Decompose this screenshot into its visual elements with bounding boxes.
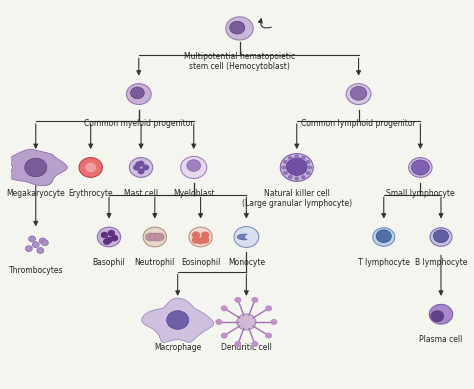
Circle shape: [284, 161, 287, 163]
Circle shape: [235, 298, 241, 302]
Ellipse shape: [246, 235, 254, 239]
Text: Erythrocyte: Erythrocyte: [68, 189, 113, 198]
Circle shape: [252, 342, 257, 346]
Circle shape: [271, 320, 277, 324]
Text: Multipotential hematopoietic
stem cell (Hemocytoblast): Multipotential hematopoietic stem cell (…: [184, 52, 295, 71]
Circle shape: [280, 154, 313, 181]
Circle shape: [25, 158, 47, 177]
Text: T lymphocyte: T lymphocyte: [358, 258, 410, 267]
Circle shape: [138, 169, 144, 173]
Circle shape: [289, 156, 292, 159]
Circle shape: [189, 227, 212, 247]
Circle shape: [266, 306, 271, 311]
Circle shape: [216, 320, 222, 324]
Text: Dendritic cell: Dendritic cell: [221, 343, 272, 352]
Circle shape: [181, 156, 207, 179]
Text: Thrombocytes: Thrombocytes: [9, 266, 63, 275]
Circle shape: [226, 17, 253, 40]
Circle shape: [350, 86, 367, 100]
Circle shape: [202, 237, 209, 243]
Circle shape: [134, 165, 139, 170]
Circle shape: [150, 233, 160, 241]
Text: Eosinophil: Eosinophil: [181, 258, 220, 267]
Text: Neutrophil: Neutrophil: [135, 258, 175, 267]
Circle shape: [295, 155, 299, 158]
Circle shape: [79, 158, 102, 177]
Circle shape: [187, 160, 201, 171]
Circle shape: [136, 162, 142, 167]
Circle shape: [409, 158, 432, 177]
Circle shape: [39, 238, 46, 244]
Text: Plasma cell: Plasma cell: [419, 335, 463, 345]
Circle shape: [146, 233, 155, 241]
Circle shape: [221, 306, 227, 311]
Circle shape: [252, 298, 257, 302]
Circle shape: [430, 228, 452, 246]
Circle shape: [28, 236, 36, 242]
Circle shape: [235, 342, 241, 346]
Circle shape: [192, 237, 200, 243]
Text: Common myeloid progenitor: Common myeloid progenitor: [84, 119, 193, 128]
Text: Macrophage: Macrophage: [154, 343, 201, 352]
Circle shape: [266, 333, 271, 338]
Circle shape: [221, 333, 227, 338]
Circle shape: [376, 230, 392, 243]
Circle shape: [41, 240, 48, 246]
Text: Myeloblast: Myeloblast: [173, 189, 215, 198]
Polygon shape: [142, 298, 214, 342]
Circle shape: [155, 233, 164, 241]
Circle shape: [301, 175, 305, 179]
Circle shape: [230, 21, 245, 34]
Polygon shape: [9, 149, 67, 186]
Ellipse shape: [237, 234, 251, 240]
Text: Mast cell: Mast cell: [124, 189, 158, 198]
Circle shape: [295, 177, 299, 180]
Circle shape: [301, 156, 305, 159]
Text: Common lymphoid progenitor: Common lymphoid progenitor: [301, 119, 416, 128]
Circle shape: [104, 239, 110, 244]
Circle shape: [143, 227, 166, 247]
Circle shape: [234, 226, 259, 247]
Circle shape: [197, 238, 204, 244]
Circle shape: [306, 172, 310, 174]
Circle shape: [433, 230, 448, 243]
Circle shape: [237, 314, 256, 330]
Circle shape: [284, 172, 287, 174]
Text: Small lymphocyte: Small lymphocyte: [386, 189, 455, 198]
Circle shape: [97, 227, 121, 247]
Circle shape: [192, 232, 200, 238]
Circle shape: [306, 161, 310, 163]
Circle shape: [106, 238, 112, 243]
Circle shape: [32, 242, 39, 248]
Circle shape: [289, 175, 292, 179]
Text: Basophil: Basophil: [92, 258, 126, 267]
Circle shape: [143, 165, 148, 170]
Circle shape: [129, 158, 153, 177]
Text: Natural killer cell
(Large granular lymphocyte): Natural killer cell (Large granular lymp…: [242, 189, 352, 208]
Circle shape: [37, 248, 44, 253]
Circle shape: [101, 233, 108, 238]
Circle shape: [138, 161, 144, 166]
Circle shape: [411, 160, 429, 175]
Circle shape: [286, 158, 307, 175]
Circle shape: [431, 311, 444, 321]
Text: Monocyte: Monocyte: [228, 258, 265, 267]
Circle shape: [127, 84, 151, 105]
Text: B lymphocyte: B lymphocyte: [415, 258, 467, 267]
Circle shape: [429, 304, 453, 324]
Circle shape: [111, 236, 118, 241]
Circle shape: [373, 228, 395, 246]
Text: Megakaryocyte: Megakaryocyte: [6, 189, 65, 198]
Circle shape: [167, 311, 189, 329]
Circle shape: [202, 232, 209, 238]
Circle shape: [130, 87, 144, 99]
Circle shape: [108, 231, 114, 236]
Circle shape: [282, 166, 285, 169]
Circle shape: [86, 163, 95, 172]
Circle shape: [346, 84, 371, 105]
Circle shape: [26, 246, 32, 251]
Circle shape: [308, 166, 311, 169]
